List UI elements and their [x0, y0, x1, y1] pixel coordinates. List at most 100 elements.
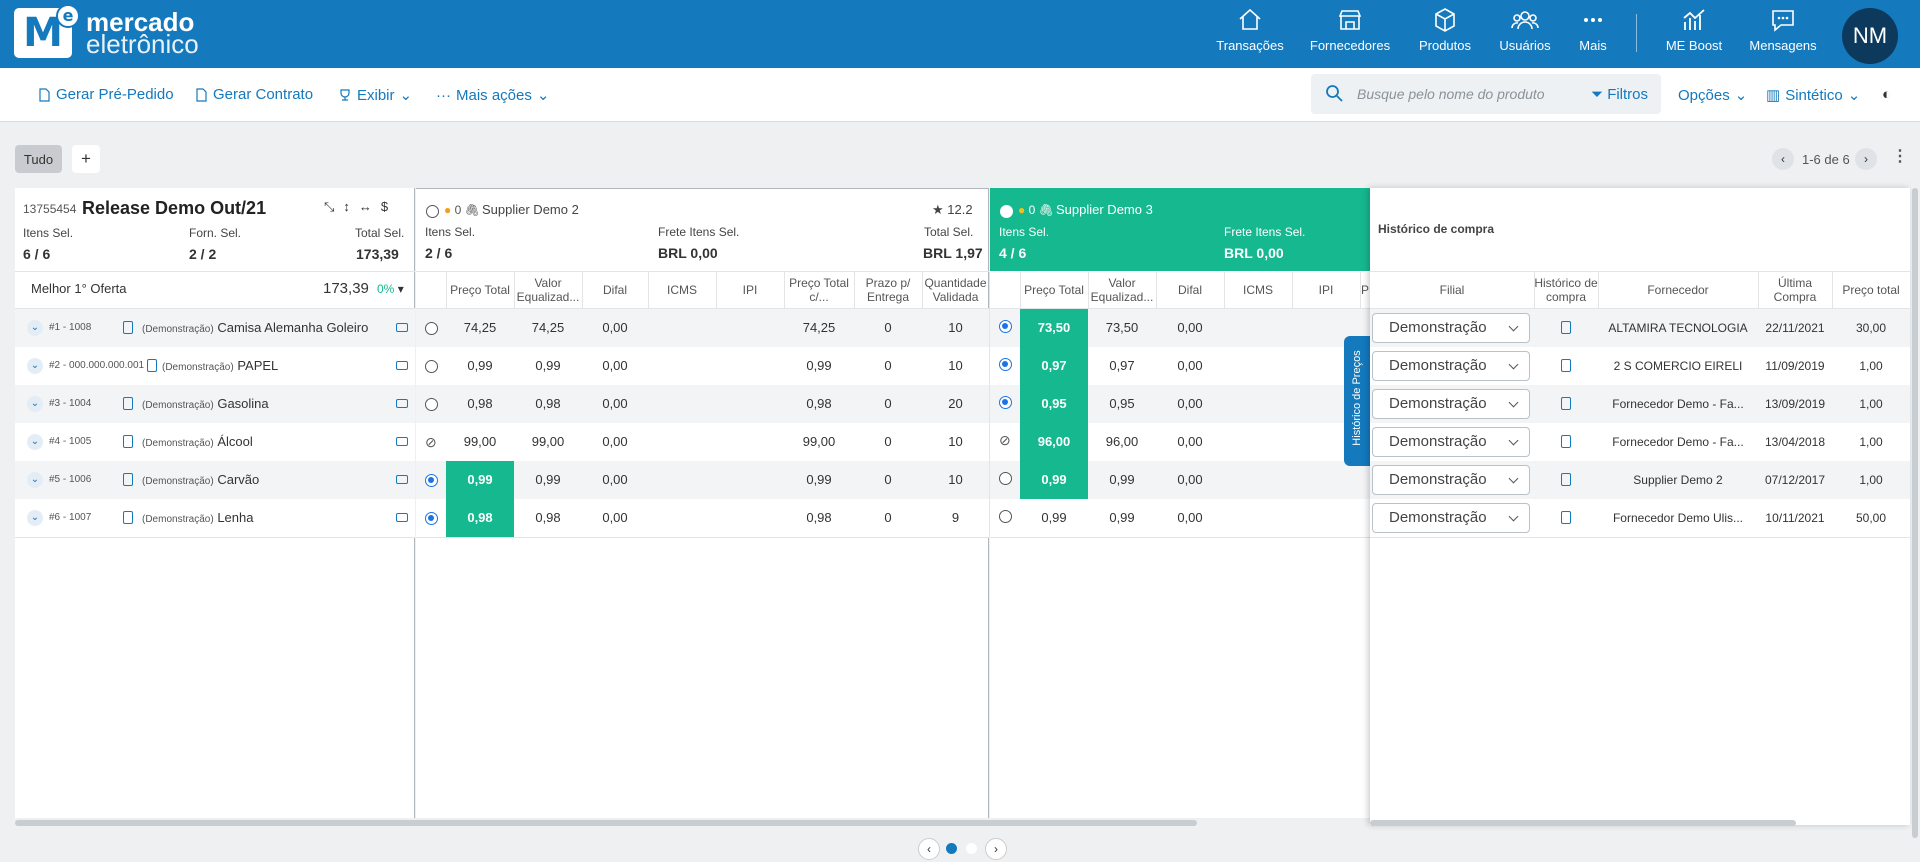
filial-select[interactable]: Demonstração	[1372, 465, 1530, 495]
select-radio[interactable]	[999, 358, 1012, 371]
carousel-prev-button[interactable]: ‹	[918, 838, 940, 860]
horizontal-scrollbar[interactable]	[15, 820, 1197, 826]
column-header[interactable]: Última Compra	[1773, 276, 1817, 304]
supplier-2-name[interactable]: Supplier Demo 2	[482, 202, 579, 217]
document-icon[interactable]	[123, 511, 133, 524]
clipboard-icon[interactable]	[1561, 511, 1571, 524]
truck-icon[interactable]	[396, 399, 408, 408]
select-radio[interactable]	[425, 512, 438, 525]
select-radio[interactable]	[425, 398, 438, 411]
truck-icon[interactable]	[396, 437, 408, 446]
search-input[interactable]: Busque pelo nome do produto	[1357, 86, 1545, 102]
column-header[interactable]: Histórico de compra	[1534, 276, 1598, 304]
document-icon[interactable]	[123, 473, 133, 486]
sintetico-dropdown[interactable]: ▥ Sintético ⌄	[1766, 86, 1861, 105]
truck-icon[interactable]	[396, 475, 408, 484]
column-header[interactable]: ICMS	[667, 283, 697, 297]
column-header[interactable]: Preço total	[1842, 283, 1900, 297]
historico-row[interactable]: Demonstração Fornecedor Demo - Fa... 13/09…	[1370, 385, 1910, 423]
document-icon[interactable]	[123, 321, 133, 334]
melhor-oferta-dropdown[interactable]: 0% ▾	[377, 282, 404, 296]
item-row[interactable]: ⌄ #4 - 1005 (Demonstração) Álcool	[15, 423, 415, 461]
nav-box[interactable]: Produtos	[1405, 6, 1485, 53]
select-radio[interactable]	[999, 510, 1012, 523]
filial-select[interactable]: Demonstração	[1372, 389, 1530, 419]
historico-scrollbar[interactable]	[1370, 820, 1796, 826]
column-header[interactable]: Preço Total	[450, 283, 510, 297]
mais-acoes-dropdown[interactable]: ··· Mais ações ⌄	[436, 86, 550, 105]
clipboard-icon[interactable]	[1561, 321, 1571, 334]
supplier-2-row[interactable]: 0,98 0,98 0,00 0,98 0 9	[416, 499, 989, 537]
column-header[interactable]: Valor Equalizad...	[1090, 276, 1154, 304]
supplier-2-row[interactable]: ⊘ 99,00 99,00 0,00 99,00 0 10	[416, 423, 989, 461]
item-row[interactable]: ⌄ #6 - 1007 (Demonstração) Lenha	[15, 499, 415, 537]
supplier-2-row[interactable]: 74,25 74,25 0,00 74,25 0 10	[416, 309, 989, 347]
column-header[interactable]: Quantidade Validada	[924, 276, 987, 304]
filial-select[interactable]: Demonstração	[1372, 427, 1530, 457]
historico-row[interactable]: Demonstração 2 S COMERCIO EIRELI 11/09/201…	[1370, 347, 1910, 385]
add-tab-button[interactable]: +	[72, 145, 100, 173]
select-radio[interactable]	[999, 320, 1012, 333]
filial-select[interactable]: Demonstração	[1372, 351, 1530, 381]
supplier-3-name[interactable]: Supplier Demo 3	[1056, 202, 1153, 217]
item-row[interactable]: ⌄ #1 - 1008 (Demonstração) Camisa Alemanha…	[15, 309, 415, 347]
truck-icon[interactable]	[396, 323, 408, 332]
opcoes-dropdown[interactable]: Opções ⌄	[1678, 86, 1748, 105]
clipboard-icon[interactable]	[1561, 397, 1571, 410]
column-header[interactable]: IPI	[742, 283, 758, 297]
column-header[interactable]: Prazo p/ Entrega	[865, 276, 911, 304]
carousel-next-button[interactable]: ›	[985, 838, 1007, 860]
nav-message[interactable]: Mensagens	[1743, 6, 1823, 53]
nav-users[interactable]: Usuários	[1485, 6, 1565, 53]
supplier-3-row[interactable]: 0,99 0,99 0,00	[990, 499, 1370, 537]
supplier-3-row[interactable]: ⊘ 96,00 96,00 0,00	[990, 423, 1370, 461]
column-header[interactable]: Preço Total	[1024, 283, 1084, 297]
column-header[interactable]: ICMS	[1243, 283, 1273, 297]
document-icon[interactable]	[123, 435, 133, 448]
column-header[interactable]: Difal	[602, 283, 627, 297]
nav-home[interactable]: Transações	[1210, 6, 1290, 53]
supplier-2-row[interactable]: 0,99 0,99 0,00 0,99 0 10	[416, 347, 989, 385]
supplier-3-row[interactable]: 0,97 0,97 0,00	[990, 347, 1370, 385]
column-header[interactable]: Filial	[1439, 283, 1465, 297]
column-header[interactable]: P	[1360, 283, 1369, 297]
supplier-2-row[interactable]: 0,99 0,99 0,00 0,99 0 10	[416, 461, 989, 499]
filial-select[interactable]: Demonstração	[1372, 313, 1530, 343]
clipboard-icon[interactable]	[1561, 435, 1571, 448]
truck-icon[interactable]	[396, 361, 408, 370]
chevron-down-icon[interactable]: ⌄	[27, 510, 43, 526]
supplier-3-row[interactable]: 73,50 73,50 0,00	[990, 309, 1370, 347]
column-header[interactable]: Preço Total c/...	[789, 276, 849, 304]
nav-store[interactable]: Fornecedores	[1310, 6, 1390, 53]
user-avatar[interactable]: NM	[1842, 8, 1898, 64]
select-radio[interactable]	[999, 396, 1012, 409]
clipboard-icon[interactable]	[1561, 473, 1571, 486]
select-radio[interactable]	[425, 360, 438, 373]
carousel-dot-active[interactable]	[946, 843, 957, 854]
carousel-dot[interactable]	[966, 843, 977, 854]
chevron-down-icon[interactable]: ⌄	[27, 358, 43, 374]
pager-next-button[interactable]: ›	[1855, 148, 1877, 170]
nav-chart[interactable]: ME Boost	[1654, 6, 1734, 53]
filtros-button[interactable]: ⏷ Filtros	[1591, 86, 1649, 103]
supplier-3-row[interactable]: 0,99 0,99 0,00	[990, 461, 1370, 499]
historico-precos-tab[interactable]: Histórico de Preços	[1344, 336, 1370, 466]
supplier-2-row[interactable]: 0,98 0,98 0,00 0,98 0 20	[416, 385, 989, 423]
select-radio[interactable]	[999, 472, 1012, 485]
filial-select[interactable]: Demonstração	[1372, 503, 1530, 533]
exibir-dropdown[interactable]: Exibir ⌄	[338, 86, 412, 104]
chevron-down-icon[interactable]: ⌄	[27, 472, 43, 488]
supplier-3-select-radio[interactable]	[1000, 205, 1013, 218]
gerar-pre-pedido-button[interactable]: Gerar Pré-Pedido	[37, 86, 174, 103]
vertical-scrollbar[interactable]	[1912, 188, 1918, 838]
supplier-3-row[interactable]: 0,95 0,95 0,00	[990, 385, 1370, 423]
chevron-down-icon[interactable]: ⌄	[27, 434, 43, 450]
nav-more[interactable]: Mais	[1553, 6, 1633, 53]
clipboard-icon[interactable]	[1561, 359, 1571, 372]
more-vert-icon[interactable]: ⋮	[1892, 148, 1908, 165]
historico-row[interactable]: Demonstração Fornecedor Demo Ulis... 10/11…	[1370, 499, 1910, 537]
historico-row[interactable]: Demonstração Fornecedor Demo - Fa... 13/04…	[1370, 423, 1910, 461]
contrast-toggle[interactable]: ◐	[1882, 86, 1891, 103]
historico-row[interactable]: Demonstração ALTAMIRA TECNOLOGIA 22/11/202…	[1370, 309, 1910, 347]
